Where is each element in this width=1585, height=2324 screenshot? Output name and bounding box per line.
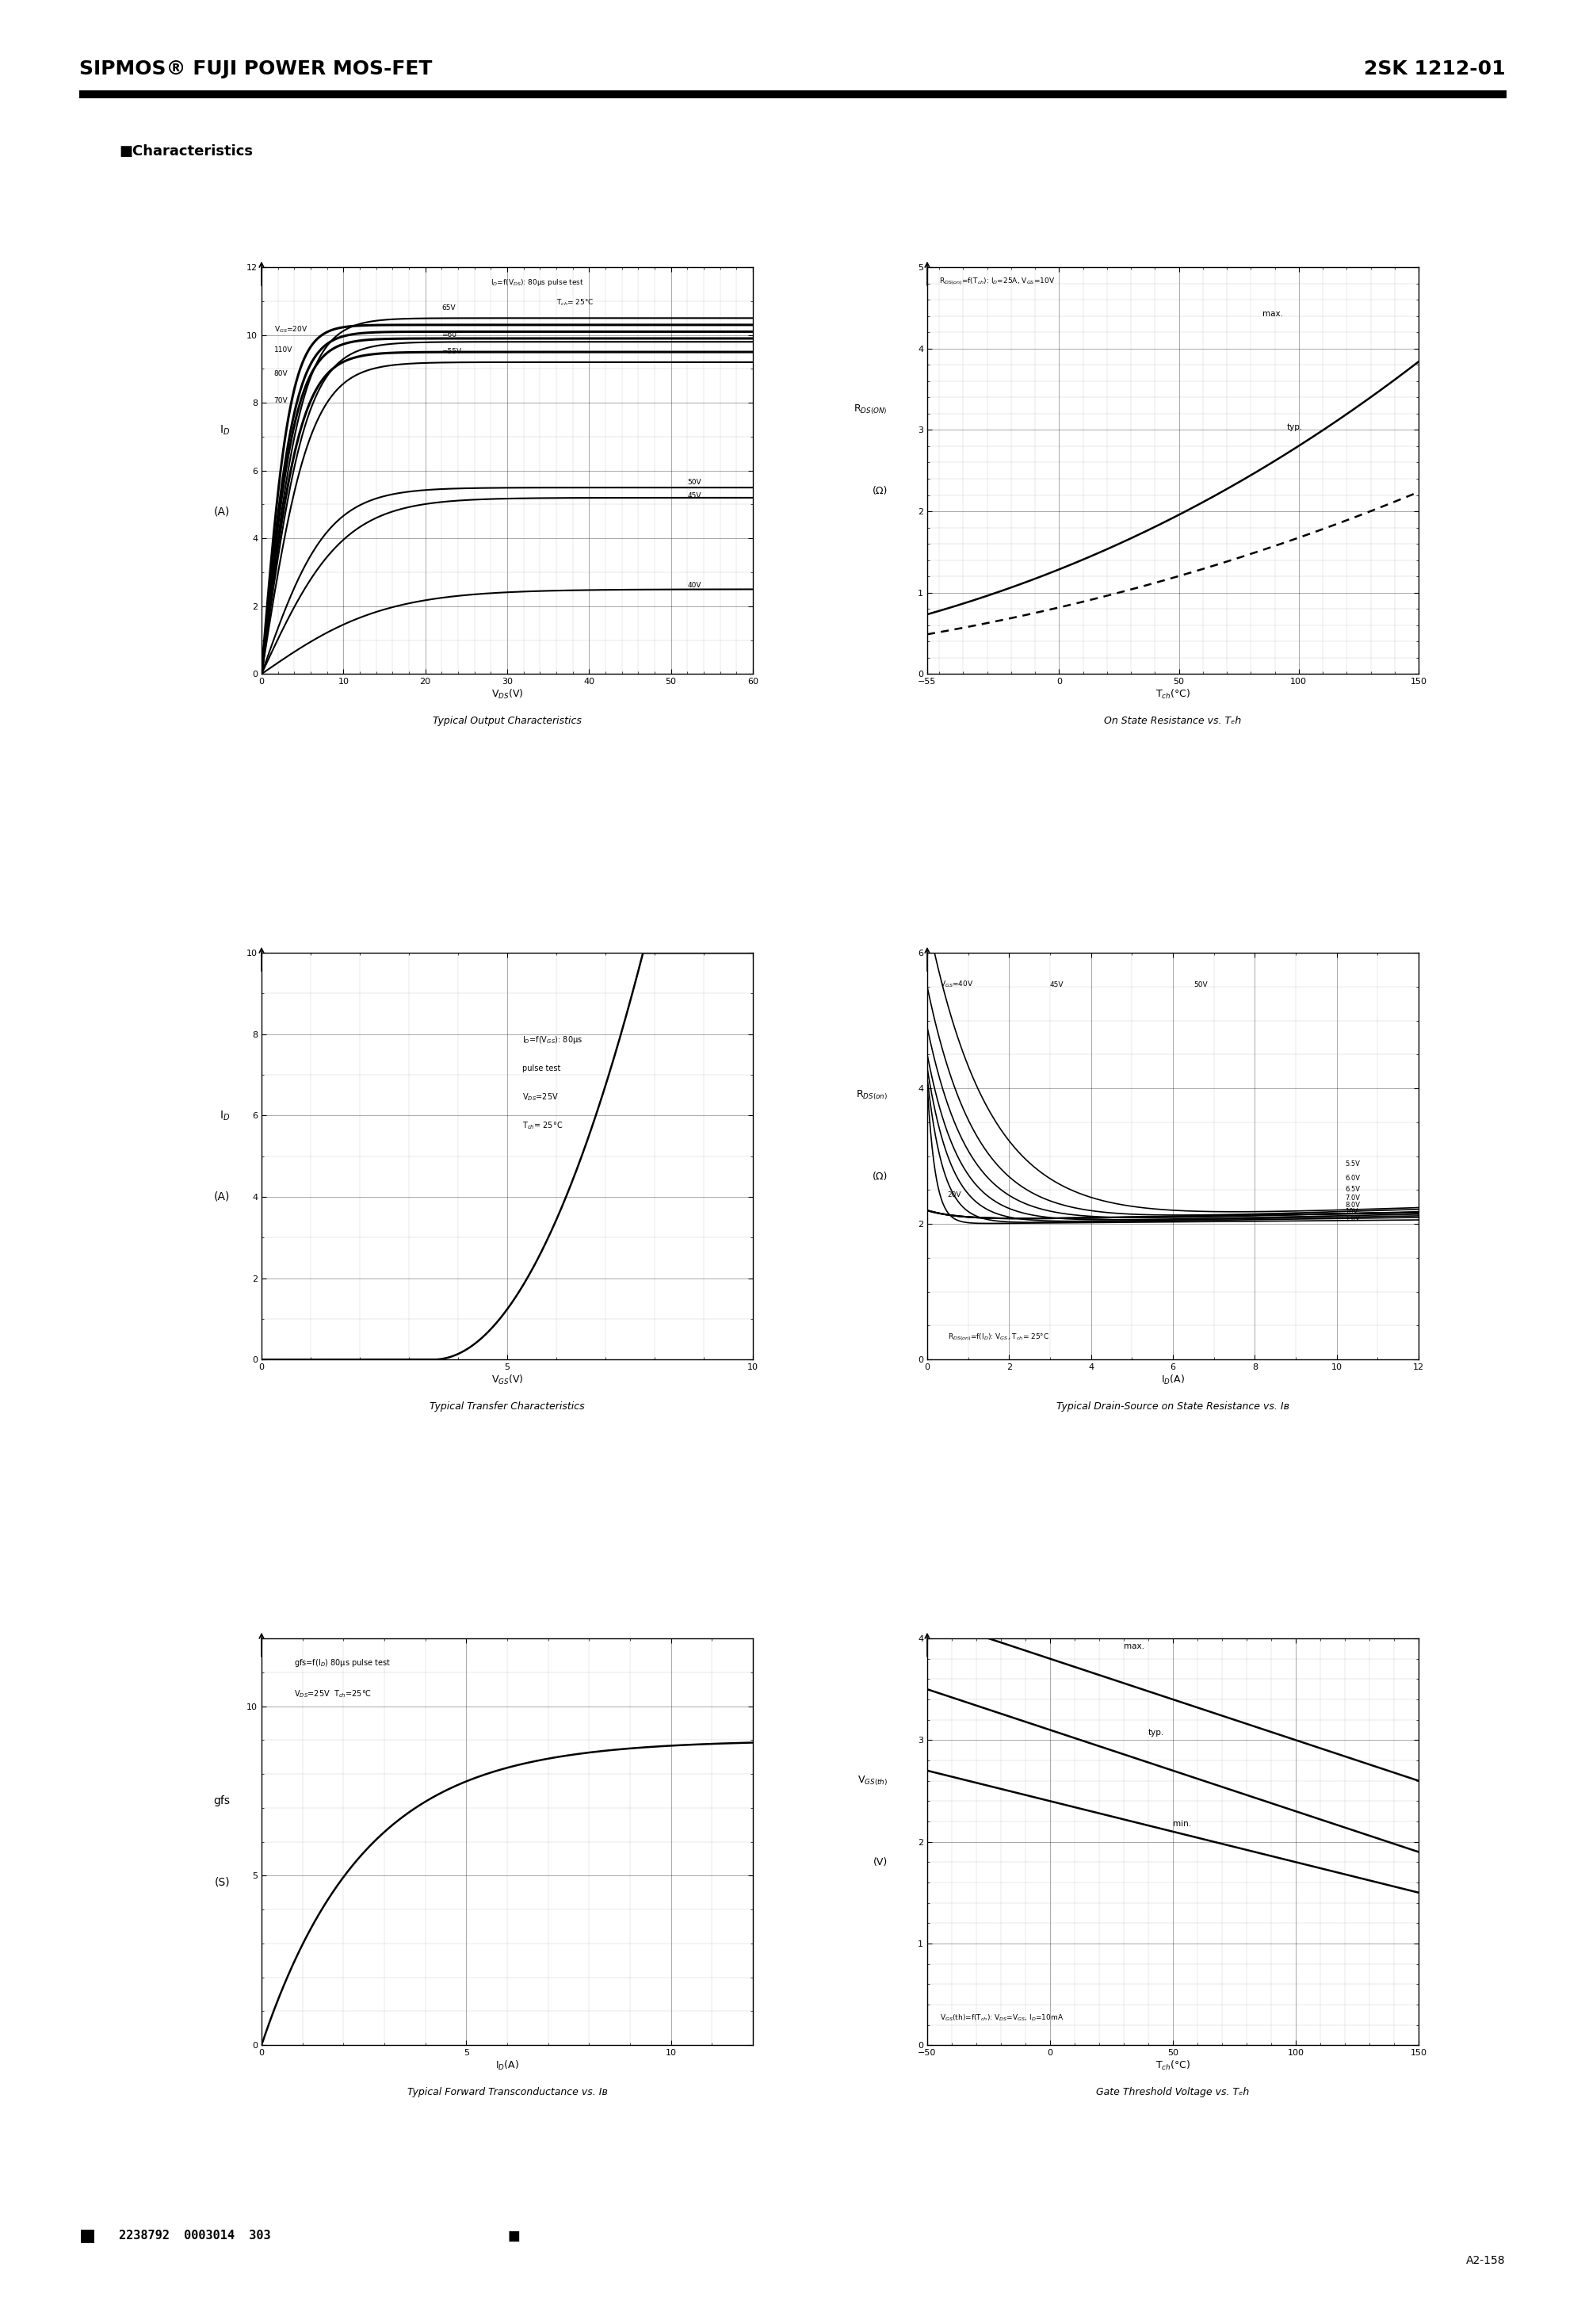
Text: 7.0V: 7.0V	[1344, 1195, 1360, 1202]
Text: R$_{DS(ON)}$: R$_{DS(ON)}$	[854, 402, 888, 416]
Text: 70V: 70V	[274, 397, 288, 404]
Text: V$_{DS}$=25V  T$_{ch}$=25°C: V$_{DS}$=25V T$_{ch}$=25°C	[295, 1687, 372, 1699]
Text: =55V: =55V	[442, 349, 461, 356]
Text: gfs=f(I$_D$) 80μs pulse test: gfs=f(I$_D$) 80μs pulse test	[295, 1657, 391, 1669]
Text: I$_D$: I$_D$	[219, 1109, 230, 1122]
Text: V$_{GS}$(th)=f(T$_{ch}$): V$_{DS}$=V$_{GS}$, I$_D$=10mA: V$_{GS}$(th)=f(T$_{ch}$): V$_{DS}$=V$_{G…	[940, 2013, 1064, 2022]
Text: Gate Threshold Voltage vs. Tₑh: Gate Threshold Voltage vs. Tₑh	[1097, 2087, 1249, 2096]
Text: max.: max.	[1124, 1643, 1144, 1650]
Text: T$_{ch}$= 25°C: T$_{ch}$= 25°C	[556, 297, 594, 307]
Text: Typical Output Characteristics: Typical Output Characteristics	[433, 716, 582, 725]
Text: gfs: gfs	[214, 1796, 230, 1806]
Text: ■: ■	[507, 2229, 520, 2243]
Text: V$_{GS}$=20V: V$_{GS}$=20V	[274, 325, 307, 335]
Text: 1.0V: 1.0V	[1344, 1215, 1360, 1222]
Text: I$_D$=f(V$_{GS}$): 80μs: I$_D$=f(V$_{GS}$): 80μs	[521, 1034, 582, 1046]
Text: On State Resistance vs. Tₑh: On State Resistance vs. Tₑh	[1105, 716, 1241, 725]
Text: (S): (S)	[214, 1878, 230, 1887]
Text: 20V: 20V	[948, 1192, 962, 1199]
Text: Typical Forward Transconductance vs. Iв: Typical Forward Transconductance vs. Iв	[407, 2087, 607, 2096]
Text: 5.5V: 5.5V	[1344, 1160, 1360, 1169]
Text: (Ω): (Ω)	[872, 486, 888, 495]
Text: V$_{GS(th)}$: V$_{GS(th)}$	[857, 1773, 888, 1787]
Text: R$_{DS(on)}$=f(T$_{ch}$): I$_D$=25A, V$_{GS}$=10V: R$_{DS(on)}$=f(T$_{ch}$): I$_D$=25A, V$_…	[940, 277, 1056, 288]
X-axis label: V$_{GS}$(V): V$_{GS}$(V)	[491, 1373, 523, 1387]
Text: pulse test: pulse test	[521, 1064, 560, 1071]
Text: Typical Drain-Source on State Resistance vs. Iв: Typical Drain-Source on State Resistance…	[1056, 1401, 1290, 1411]
Text: 2238792  0003014  303: 2238792 0003014 303	[119, 2229, 271, 2243]
Text: 40V: 40V	[688, 581, 701, 588]
Text: ■: ■	[79, 2229, 95, 2243]
Text: 6.5V: 6.5V	[1344, 1185, 1360, 1192]
X-axis label: V$_{DS}$(V): V$_{DS}$(V)	[491, 688, 523, 702]
Text: 50V: 50V	[688, 479, 701, 486]
Text: A2-158: A2-158	[1466, 2254, 1506, 2266]
Text: V$_{DS}$=25V: V$_{DS}$=25V	[521, 1092, 558, 1102]
Text: 45V: 45V	[1049, 981, 1064, 988]
Text: 45V: 45V	[688, 493, 701, 500]
X-axis label: I$_D$(A): I$_D$(A)	[1160, 1373, 1186, 1387]
Text: =60: =60	[442, 332, 456, 339]
X-axis label: T$_{ch}$(°C): T$_{ch}$(°C)	[1155, 2059, 1190, 2073]
Text: T$_{ch}$= 25°C: T$_{ch}$= 25°C	[521, 1120, 563, 1132]
Text: 2SK 1212-01: 2SK 1212-01	[1365, 60, 1506, 79]
Text: R$_{DS(on)}$: R$_{DS(on)}$	[856, 1088, 888, 1102]
Text: SIPMOS® FUJI POWER MOS-FET: SIPMOS® FUJI POWER MOS-FET	[79, 60, 433, 79]
Text: typ.: typ.	[1287, 423, 1303, 432]
Text: ■Characteristics: ■Characteristics	[119, 144, 254, 158]
X-axis label: I$_D$(A): I$_D$(A)	[495, 2059, 520, 2073]
X-axis label: T$_{ch}$(°C): T$_{ch}$(°C)	[1155, 688, 1190, 702]
Text: (A): (A)	[214, 507, 230, 516]
Text: 110V: 110V	[274, 346, 292, 353]
Text: I$_D$=f(V$_{DS}$): 80μs pulse test: I$_D$=f(V$_{DS}$): 80μs pulse test	[491, 277, 585, 288]
Text: min.: min.	[1173, 1820, 1192, 1829]
Text: I$_D$: I$_D$	[219, 423, 230, 437]
Text: (V): (V)	[873, 1857, 888, 1866]
Text: (A): (A)	[214, 1192, 230, 1202]
Text: (Ω): (Ω)	[872, 1171, 888, 1181]
Text: max.: max.	[1263, 309, 1284, 318]
Text: 10V: 10V	[1344, 1208, 1358, 1215]
Text: Typical Transfer Characteristics: Typical Transfer Characteristics	[430, 1401, 585, 1411]
Text: 50V: 50V	[1194, 981, 1208, 988]
Text: R$_{DS(on)}$=f(I$_D$): V$_{GS}$, T$_{ch}$= 25°C: R$_{DS(on)}$=f(I$_D$): V$_{GS}$, T$_{ch}…	[948, 1332, 1049, 1343]
Text: 6.0V: 6.0V	[1344, 1174, 1360, 1181]
Text: 80V: 80V	[274, 370, 288, 376]
Text: typ.: typ.	[1148, 1729, 1165, 1736]
Text: 8.0V: 8.0V	[1344, 1202, 1360, 1208]
Text: 65V: 65V	[442, 304, 455, 311]
Text: V$_{GS}$=40V: V$_{GS}$=40V	[940, 981, 973, 990]
